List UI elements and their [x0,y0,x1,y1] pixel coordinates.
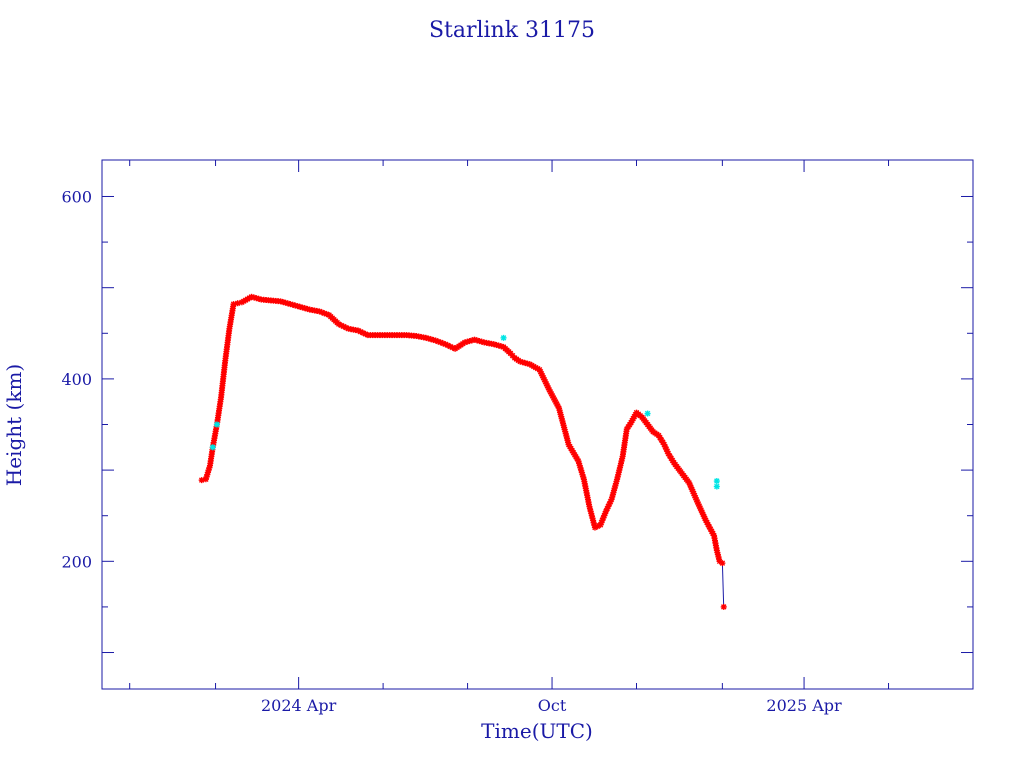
data-point [719,560,726,567]
highlight-point [644,410,651,417]
y-tick-labels: 200 400 600 [61,187,92,571]
y-tick-label: 400 [61,370,92,389]
highlight-point [213,421,220,428]
plot-frame [101,159,974,690]
x-tick-labels: 2024 Apr Oct 2025 Apr [261,696,842,715]
axis-ticks [102,160,974,689]
highlight-point [500,334,507,341]
highlight-point [209,444,216,451]
y-tick-label: 600 [61,187,92,206]
chart-title: Starlink 31175 [429,18,595,43]
x-tick-label: 2025 Apr [766,696,842,715]
highlight-point [713,483,720,490]
data-point [720,603,727,610]
x-tick-label: Oct [538,696,567,715]
x-tick-label: 2024 Apr [261,696,337,715]
x-axis-label: Time(UTC) [481,719,593,743]
data-points [198,293,727,610]
data-point [198,477,205,484]
highlight-point [713,478,720,485]
y-axis-label: Height (km) [2,364,26,486]
y-tick-label: 200 [61,552,92,571]
